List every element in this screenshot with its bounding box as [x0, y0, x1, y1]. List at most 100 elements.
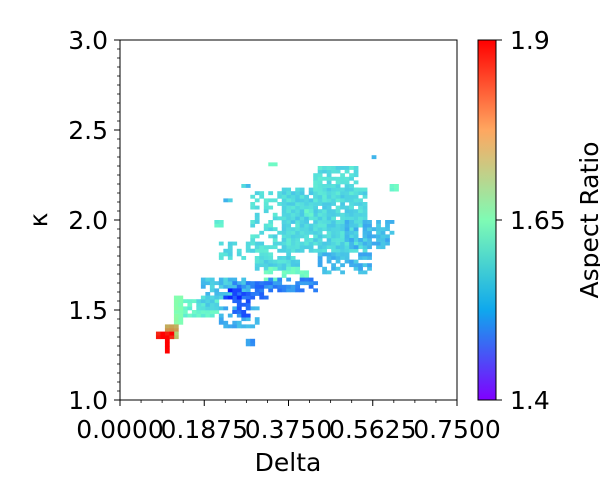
heatmap-cell [209, 288, 215, 293]
heatmap-cell [313, 234, 318, 239]
heatmap-cell [380, 227, 386, 232]
heatmap-cell [245, 317, 251, 322]
heatmap-cell [340, 252, 345, 257]
heatmap-cell [209, 295, 215, 300]
heatmap-cell [268, 259, 274, 264]
heatmap-cell [254, 259, 260, 264]
heatmap-cell [331, 266, 336, 271]
heatmap-cell [236, 306, 242, 311]
heatmap-cell [308, 191, 314, 196]
heatmap-cell [259, 292, 265, 296]
heatmap-cell [295, 209, 301, 214]
heatmap-cell [223, 292, 229, 296]
heatmap-cell [205, 310, 211, 314]
heatmap-cell [250, 338, 256, 343]
heatmap-cell [295, 227, 301, 232]
heatmap-cell [259, 288, 265, 293]
heatmap-cell [281, 241, 287, 246]
heatmap-cell [268, 245, 274, 250]
heatmap-cell [236, 281, 242, 286]
heatmap-cell [335, 259, 341, 264]
heatmap-cell [245, 302, 251, 307]
heatmap-cell [196, 302, 202, 307]
heatmap-cell [227, 288, 233, 293]
heatmap-cell [254, 212, 260, 217]
heatmap-cell [344, 256, 350, 260]
heatmap-cell [250, 202, 256, 206]
heatmap-cell [178, 313, 184, 318]
heatmap-cell [353, 245, 359, 250]
heatmap-cell [250, 324, 256, 329]
heatmap-cell [349, 230, 354, 235]
heatmap-cell [362, 202, 368, 206]
heatmap-cell [290, 220, 296, 224]
heatmap-cell [362, 223, 368, 228]
heatmap-cell [353, 238, 359, 242]
heatmap-cell [344, 248, 350, 253]
heatmap-cell [223, 277, 229, 282]
heatmap-cell [367, 238, 372, 242]
heatmap-cell [173, 310, 179, 314]
heatmap-cell [335, 220, 341, 224]
heatmap-cell [331, 166, 336, 170]
heatmap-cell [353, 248, 359, 253]
heatmap-cell [286, 252, 292, 257]
heatmap-cell [358, 212, 363, 217]
heatmap-cell [286, 205, 292, 210]
heatmap-cell [331, 238, 336, 242]
heatmap-cell [331, 184, 336, 188]
heatmap-cell [268, 162, 274, 167]
heatmap-cell [335, 212, 341, 217]
heatmap-cell [295, 284, 301, 289]
heatmap-cell [362, 256, 368, 260]
heatmap-cell [281, 234, 287, 239]
heatmap-cell [227, 313, 233, 318]
heatmap-cell [164, 328, 170, 332]
heatmap-cell [286, 263, 292, 268]
heatmap-cell [317, 227, 323, 232]
heatmap-cell [304, 281, 310, 286]
heatmap-cell [344, 184, 350, 188]
heatmap-cell [376, 245, 381, 250]
heatmap-cell [326, 230, 332, 235]
heatmap-cell [340, 176, 345, 181]
heatmap-cell [335, 194, 341, 199]
heatmap-cell [272, 259, 278, 264]
heatmap-cell [178, 295, 184, 300]
heatmap-cell [380, 241, 386, 246]
heatmap-cell [173, 299, 179, 304]
heatmap-cell [245, 295, 251, 300]
heatmap-cell [268, 277, 274, 282]
heatmap-cell [272, 281, 278, 286]
heatmap-cell [367, 234, 372, 239]
heatmap-cell [290, 212, 296, 217]
heatmap-cell [182, 313, 188, 318]
heatmap-cell [376, 220, 381, 224]
heatmap-cell [322, 198, 327, 203]
heatmap-cell [326, 252, 332, 257]
heatmap-cell [394, 184, 399, 188]
heatmap-cell [358, 187, 363, 192]
heatmap-cell [223, 306, 229, 311]
heatmap-cell [299, 216, 305, 221]
heatmap-cell [272, 234, 278, 239]
heatmap-cell [313, 176, 318, 181]
heatmap-cell [290, 205, 296, 210]
heatmap-cell [326, 166, 332, 170]
heatmap-cell [376, 227, 381, 232]
heatmap-cell [250, 238, 256, 242]
heatmap-cell [290, 284, 296, 289]
heatmap-cell [232, 295, 238, 300]
heatmap-cell [362, 194, 368, 199]
heatmap-cell [344, 220, 350, 224]
heatmap-cell [263, 227, 269, 232]
heatmap-cell [313, 216, 318, 221]
heatmap-cell [254, 216, 260, 221]
heatmap-cell [263, 198, 269, 203]
heatmap-cell [277, 288, 283, 293]
heatmap-cell [155, 335, 161, 340]
heatmap-cell [322, 220, 327, 224]
heatmap-cell [209, 310, 215, 314]
heatmap-cell [308, 230, 314, 235]
heatmap-cell [344, 216, 350, 221]
